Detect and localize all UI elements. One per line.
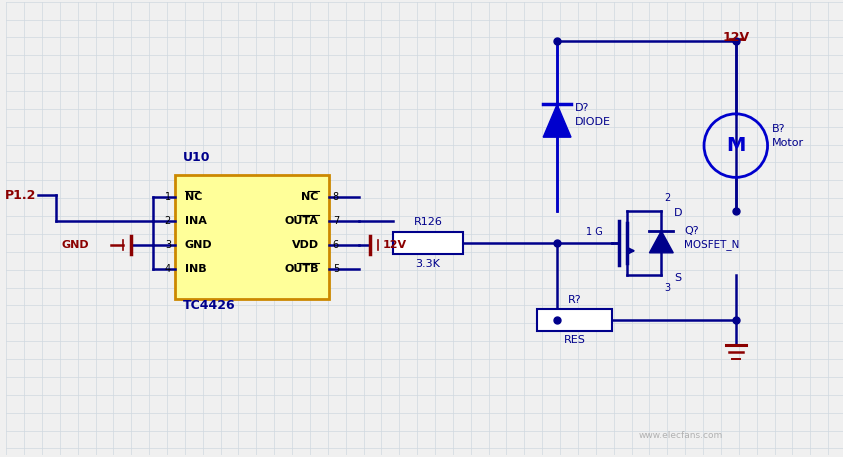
- Text: 5: 5: [333, 264, 339, 274]
- Text: GND: GND: [62, 240, 89, 250]
- Text: 3: 3: [664, 282, 670, 292]
- Text: Q?: Q?: [685, 226, 699, 236]
- Text: 8: 8: [333, 192, 339, 202]
- Text: 12V: 12V: [722, 32, 749, 44]
- Text: RES: RES: [563, 335, 585, 345]
- Text: NC: NC: [185, 192, 202, 202]
- Text: DIODE: DIODE: [575, 117, 611, 128]
- Text: R?: R?: [567, 295, 582, 305]
- Text: D?: D?: [575, 103, 589, 113]
- Text: www.elecfans.com: www.elecfans.com: [639, 431, 723, 441]
- Text: 7: 7: [333, 216, 339, 226]
- Text: NC: NC: [302, 192, 319, 202]
- Text: Motor: Motor: [771, 138, 803, 148]
- Text: 6: 6: [333, 240, 339, 250]
- Bar: [175, 175, 329, 299]
- Text: MOSFET_N: MOSFET_N: [685, 239, 739, 250]
- Text: INA: INA: [185, 216, 207, 226]
- Text: GND: GND: [185, 240, 212, 250]
- Text: S: S: [674, 273, 681, 282]
- Text: 2: 2: [664, 193, 670, 203]
- Text: D: D: [674, 208, 683, 218]
- Polygon shape: [543, 104, 571, 137]
- Bar: [537, 309, 612, 331]
- Text: 1 G: 1 G: [587, 227, 604, 237]
- Text: VDD: VDD: [292, 240, 319, 250]
- Polygon shape: [649, 231, 674, 253]
- Text: 12V: 12V: [383, 240, 406, 250]
- Text: INB: INB: [185, 264, 207, 274]
- Text: R126: R126: [414, 217, 443, 227]
- Text: 4: 4: [165, 264, 171, 274]
- Bar: [394, 232, 463, 254]
- Text: B?: B?: [771, 124, 785, 134]
- Text: 3.3K: 3.3K: [416, 259, 441, 269]
- Text: 3: 3: [165, 240, 171, 250]
- Text: OUTB: OUTB: [284, 264, 319, 274]
- Text: P1.2: P1.2: [4, 189, 36, 202]
- Text: M: M: [726, 136, 745, 155]
- Text: U10: U10: [183, 151, 211, 165]
- Text: TC4426: TC4426: [183, 299, 235, 313]
- Text: 2: 2: [164, 216, 171, 226]
- Text: OUTA: OUTA: [285, 216, 319, 226]
- Text: 1: 1: [165, 192, 171, 202]
